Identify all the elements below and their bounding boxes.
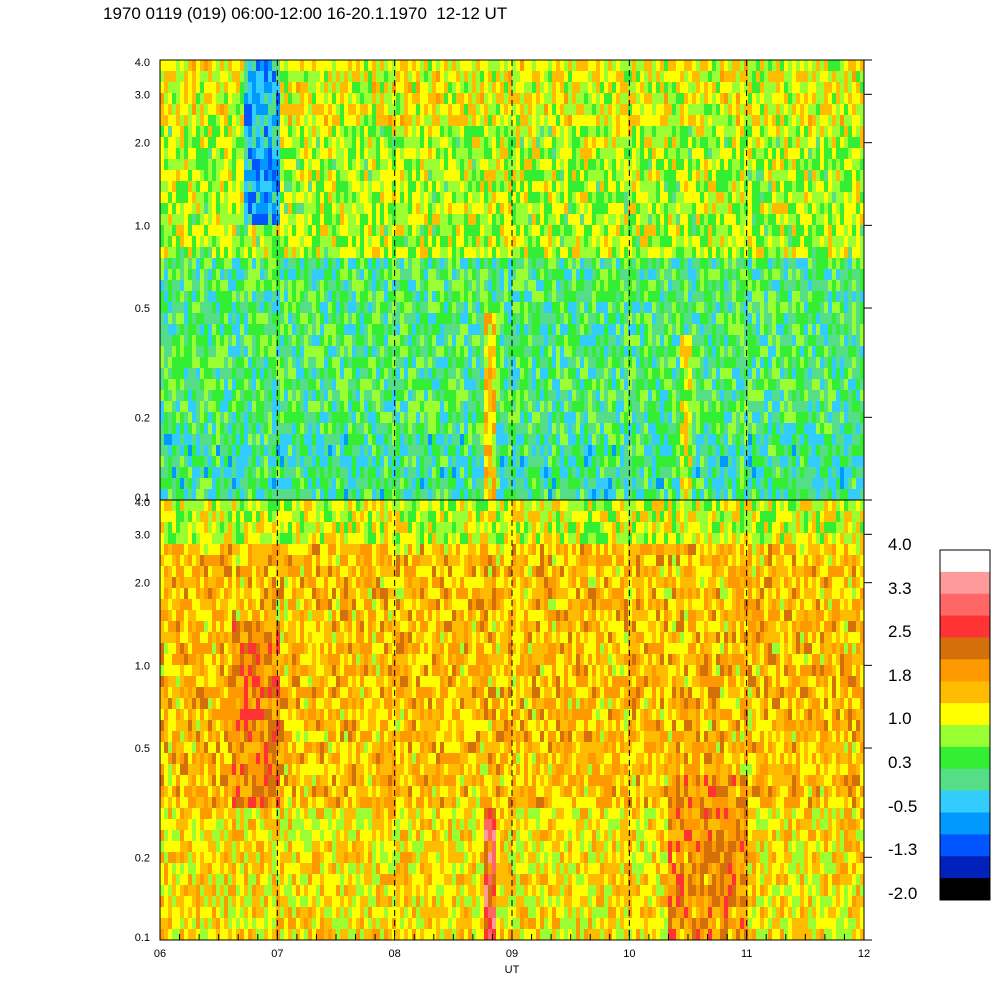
colorbar-swatch xyxy=(940,593,990,617)
colorbar-swatch xyxy=(940,637,990,660)
y-tick-label: 2.0 xyxy=(135,578,150,590)
y-tick-label: 3.0 xyxy=(135,89,150,101)
colorbar-swatch xyxy=(940,834,990,857)
x-tick-label: 06 xyxy=(154,948,166,960)
x-tick-label: 11 xyxy=(741,948,752,960)
x-axis-label: UT xyxy=(505,964,520,976)
colorbar-label: -1.3 xyxy=(888,840,918,860)
colorbar-swatch xyxy=(940,790,990,813)
y-tick-label: 0.2 xyxy=(135,852,150,864)
y-tick-label: 4.0 xyxy=(135,57,150,69)
colorbar-label: 1.8 xyxy=(888,665,912,685)
colorbar xyxy=(939,549,991,901)
axes: 0.10.20.51.02.03.04.00.10.20.51.02.03.04… xyxy=(135,57,872,976)
y-tick-label: 0.5 xyxy=(135,743,150,755)
colorbar-swatch xyxy=(940,768,990,792)
colorbar-swatch xyxy=(940,681,990,704)
colorbar-label: -0.5 xyxy=(888,796,918,816)
page-title: 1970 0119 (019) 06:00-12:00 16-20.1.1970… xyxy=(103,4,508,23)
colorbar-label: 0.3 xyxy=(888,753,912,772)
y-tick-label: 0.1 xyxy=(135,492,150,504)
colorbar-label: 1.0 xyxy=(888,709,912,729)
colorbar-swatch xyxy=(940,703,990,726)
x-tick-label: 08 xyxy=(389,948,401,960)
colorbar-swatch xyxy=(940,659,990,682)
colorbar-label: -2.0 xyxy=(888,883,918,903)
colorbar-label: 3.3 xyxy=(888,578,912,598)
y-tick-label: 0.5 xyxy=(135,303,150,315)
colorbar-swatch xyxy=(940,812,990,835)
colorbar-swatch xyxy=(940,725,990,748)
y-tick-label: 1.0 xyxy=(135,660,150,672)
y-tick-label: 1.0 xyxy=(135,220,150,232)
colorbar-swatch xyxy=(940,550,990,573)
y-tick-label: 0.1 xyxy=(135,932,150,944)
y-tick-label: 2.0 xyxy=(135,138,150,150)
y-tick-label: 3.0 xyxy=(135,529,150,541)
x-tick-label: 07 xyxy=(271,948,283,960)
colorbar-swatch xyxy=(940,878,990,901)
colorbar-swatch xyxy=(940,856,990,879)
x-tick-label: 09 xyxy=(506,948,518,960)
colorbar-swatch xyxy=(940,571,990,595)
y-tick-label: 4.0 xyxy=(135,497,150,509)
y-tick-label: 0.2 xyxy=(135,412,150,424)
x-tick-label: 10 xyxy=(623,948,635,960)
colorbar-swatch xyxy=(940,746,990,770)
colorbar-swatch xyxy=(940,615,990,638)
colorbar-frame xyxy=(939,549,991,901)
x-tick-label: 12 xyxy=(858,948,870,960)
colorbar-label: 4.0 xyxy=(888,535,912,554)
colorbar-label: 2.5 xyxy=(888,622,912,642)
